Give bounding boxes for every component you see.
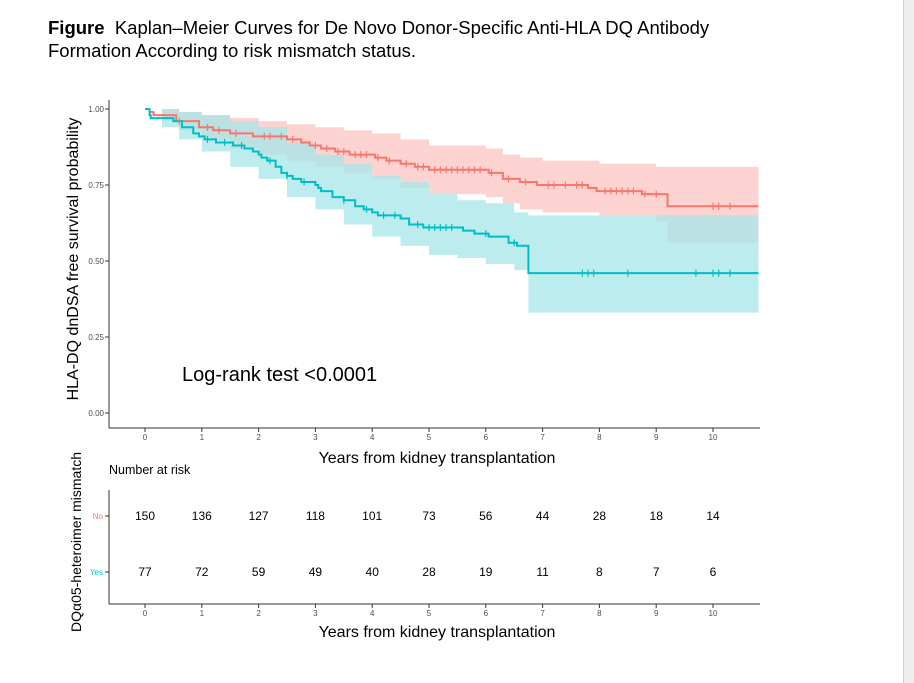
risk-count: 6 — [710, 565, 717, 579]
risk-count: 18 — [650, 509, 664, 523]
km-x-ticks: 0 1 2 3 4 5 6 7 8 9 10 — [143, 428, 718, 442]
km-x-tick-label: 7 — [540, 433, 545, 442]
risk-count: 19 — [479, 565, 493, 579]
km-x-tick-label: 1 — [200, 433, 205, 442]
risk-row-label: Yes — [90, 568, 103, 577]
caption-text: Kaplan–Meier Curves for De Novo Donor-Sp… — [48, 17, 710, 61]
km-x-tick-label: 10 — [709, 433, 718, 442]
km-plot-panel: 0 1 2 3 4 5 6 7 8 9 10 0.00 0.25 0.50 0.75 1.00 Years … — [65, 100, 760, 467]
logrank-annotation: Log-rank test <0.0001 — [182, 364, 377, 386]
km-x-tick-label: 5 — [427, 433, 432, 442]
km-y-tick-label: 0.00 — [88, 409, 104, 418]
risk-count: 127 — [249, 509, 269, 523]
risk-count: 77 — [138, 565, 152, 579]
km-x-tick-label: 4 — [370, 433, 375, 442]
risk-x-tick-label: 8 — [597, 609, 602, 618]
risk-count: 101 — [362, 509, 382, 523]
survival-curve-yes — [145, 108, 759, 275]
risk-count: 73 — [422, 509, 436, 523]
survival-curves — [145, 108, 759, 275]
risk-x-tick-label: 1 — [200, 609, 205, 618]
km-y-tick-label: 1.00 — [88, 105, 104, 114]
km-x-tick-label: 0 — [143, 433, 148, 442]
risk-count: 44 — [536, 509, 550, 523]
risk-x-tick-label: 6 — [484, 609, 489, 618]
km-x-tick-label: 2 — [256, 433, 261, 442]
risk-count: 49 — [309, 565, 323, 579]
risk-count: 150 — [135, 509, 155, 523]
ci-band-yes — [145, 109, 759, 313]
risk-count: 11 — [536, 565, 549, 579]
risk-x-tick-label: 9 — [654, 609, 659, 618]
km-y-axis-title: HLA-DQ dnDSA free survival probability — [65, 118, 82, 401]
risk-count: 28 — [422, 565, 436, 579]
risk-row-label: No — [93, 512, 104, 521]
risk-x-tick-label: 4 — [370, 609, 375, 618]
km-y-tick-label: 0.25 — [88, 333, 104, 342]
km-x-tick-label: 9 — [654, 433, 659, 442]
risk-y-axis-title: DQα05-heteroimer mismatch — [68, 452, 84, 632]
risk-count: 14 — [706, 509, 720, 523]
km-x-axis-title: Years from kidney transplantation — [319, 450, 556, 467]
risk-x-tick-label: 3 — [313, 609, 318, 618]
risk-row-yes: Yes 77 72 59 49 40 28 19 11 8 7 6 — [90, 565, 717, 579]
risk-count: 72 — [195, 565, 209, 579]
confidence-bands — [145, 109, 759, 313]
censor-marks — [178, 117, 731, 277]
risk-count: 56 — [479, 509, 493, 523]
survival-curve-no — [145, 108, 759, 208]
risk-count: 136 — [192, 509, 212, 523]
km-y-tick-label: 0.50 — [88, 257, 104, 266]
risk-table-panel: Number at risk No 150 136 127 118 101 73 56 44 28… — [68, 452, 760, 641]
risk-x-axis-title: Years from kidney transplantation — [319, 624, 556, 641]
km-x-tick-label: 8 — [597, 433, 602, 442]
risk-count: 28 — [593, 509, 607, 523]
km-y-ticks: 0.00 0.25 0.50 0.75 1.00 — [88, 105, 109, 418]
risk-row-no: No 150 136 127 118 101 73 56 44 28 18 14 — [93, 509, 720, 523]
km-y-tick-label: 0.75 — [88, 181, 104, 190]
risk-count: 59 — [252, 565, 266, 579]
figure-caption: Figure Kaplan–Meier Curves for De Novo D… — [48, 16, 768, 62]
km-x-tick-label: 3 — [313, 433, 318, 442]
risk-count: 118 — [306, 509, 325, 523]
risk-count: 7 — [653, 565, 660, 579]
risk-x-tick-label: 0 — [143, 609, 148, 618]
km-x-tick-label: 6 — [484, 433, 489, 442]
risk-x-tick-label: 5 — [427, 609, 432, 618]
risk-x-ticks: 0 1 2 3 4 5 6 7 8 9 10 — [143, 604, 718, 618]
window-edge-strip — [903, 0, 914, 683]
risk-x-tick-label: 2 — [256, 609, 261, 618]
risk-count: 40 — [366, 565, 380, 579]
caption-label: Figure — [48, 17, 105, 38]
risk-x-tick-label: 10 — [709, 609, 718, 618]
risk-count: 8 — [596, 565, 603, 579]
risk-x-tick-label: 7 — [540, 609, 545, 618]
risk-table-title: Number at risk — [109, 463, 191, 477]
